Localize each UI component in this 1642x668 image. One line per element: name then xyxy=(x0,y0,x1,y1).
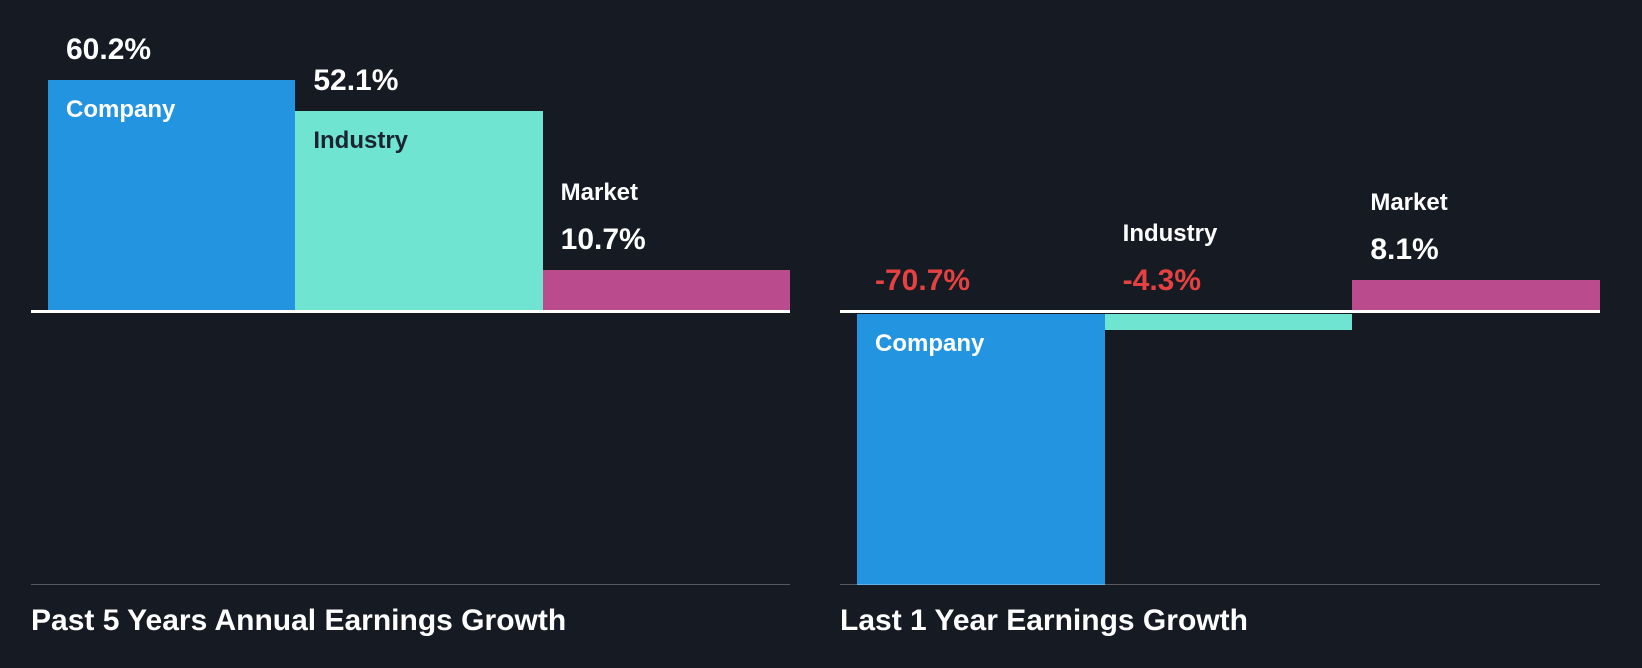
category-label-company: Company xyxy=(66,96,176,124)
bar-market xyxy=(542,270,790,311)
bar-chart-past-5-years: 60.2% Company 52.1% Industry 10.7% Market xyxy=(31,0,790,584)
category-label-market: Market xyxy=(1370,188,1448,216)
value-label-market: 8.1% xyxy=(1370,232,1439,266)
value-label-company: -70.7% xyxy=(875,264,971,297)
value-label-market: 10.7% xyxy=(560,223,646,257)
category-label-industry: Industry xyxy=(1122,220,1218,247)
value-label-industry: -4.3% xyxy=(1122,264,1202,297)
value-label-company: 60.2% xyxy=(66,33,152,67)
chart-panel-past-5-years: 60.2% Company 52.1% Industry 10.7% Market Pas… xyxy=(31,0,790,668)
category-label-industry: Industry xyxy=(313,127,409,155)
bar-industry xyxy=(295,111,543,311)
bar-chart-last-1-year: -70.7% Company -4.3% Industry 8.1% Market xyxy=(840,0,1600,585)
chart-panel-last-1-year: -70.7% Company -4.3% Industry 8.1% Market Las… xyxy=(840,0,1600,668)
category-label-company: Company xyxy=(875,330,985,357)
zero-baseline xyxy=(840,310,1600,313)
category-label-market: Market xyxy=(560,179,639,207)
value-label-industry: 52.1% xyxy=(313,64,399,98)
chart-title-last-1-year: Last 1 Year Earnings Growth xyxy=(840,604,1248,637)
divider xyxy=(840,584,1600,585)
bar-company xyxy=(48,80,296,311)
zero-baseline xyxy=(31,310,790,313)
divider xyxy=(31,584,790,585)
bar-industry xyxy=(1104,314,1353,331)
bar-market xyxy=(1352,279,1600,311)
bar-company xyxy=(857,314,1105,585)
chart-title-past-5-years: Past 5 Years Annual Earnings Growth xyxy=(31,604,567,637)
